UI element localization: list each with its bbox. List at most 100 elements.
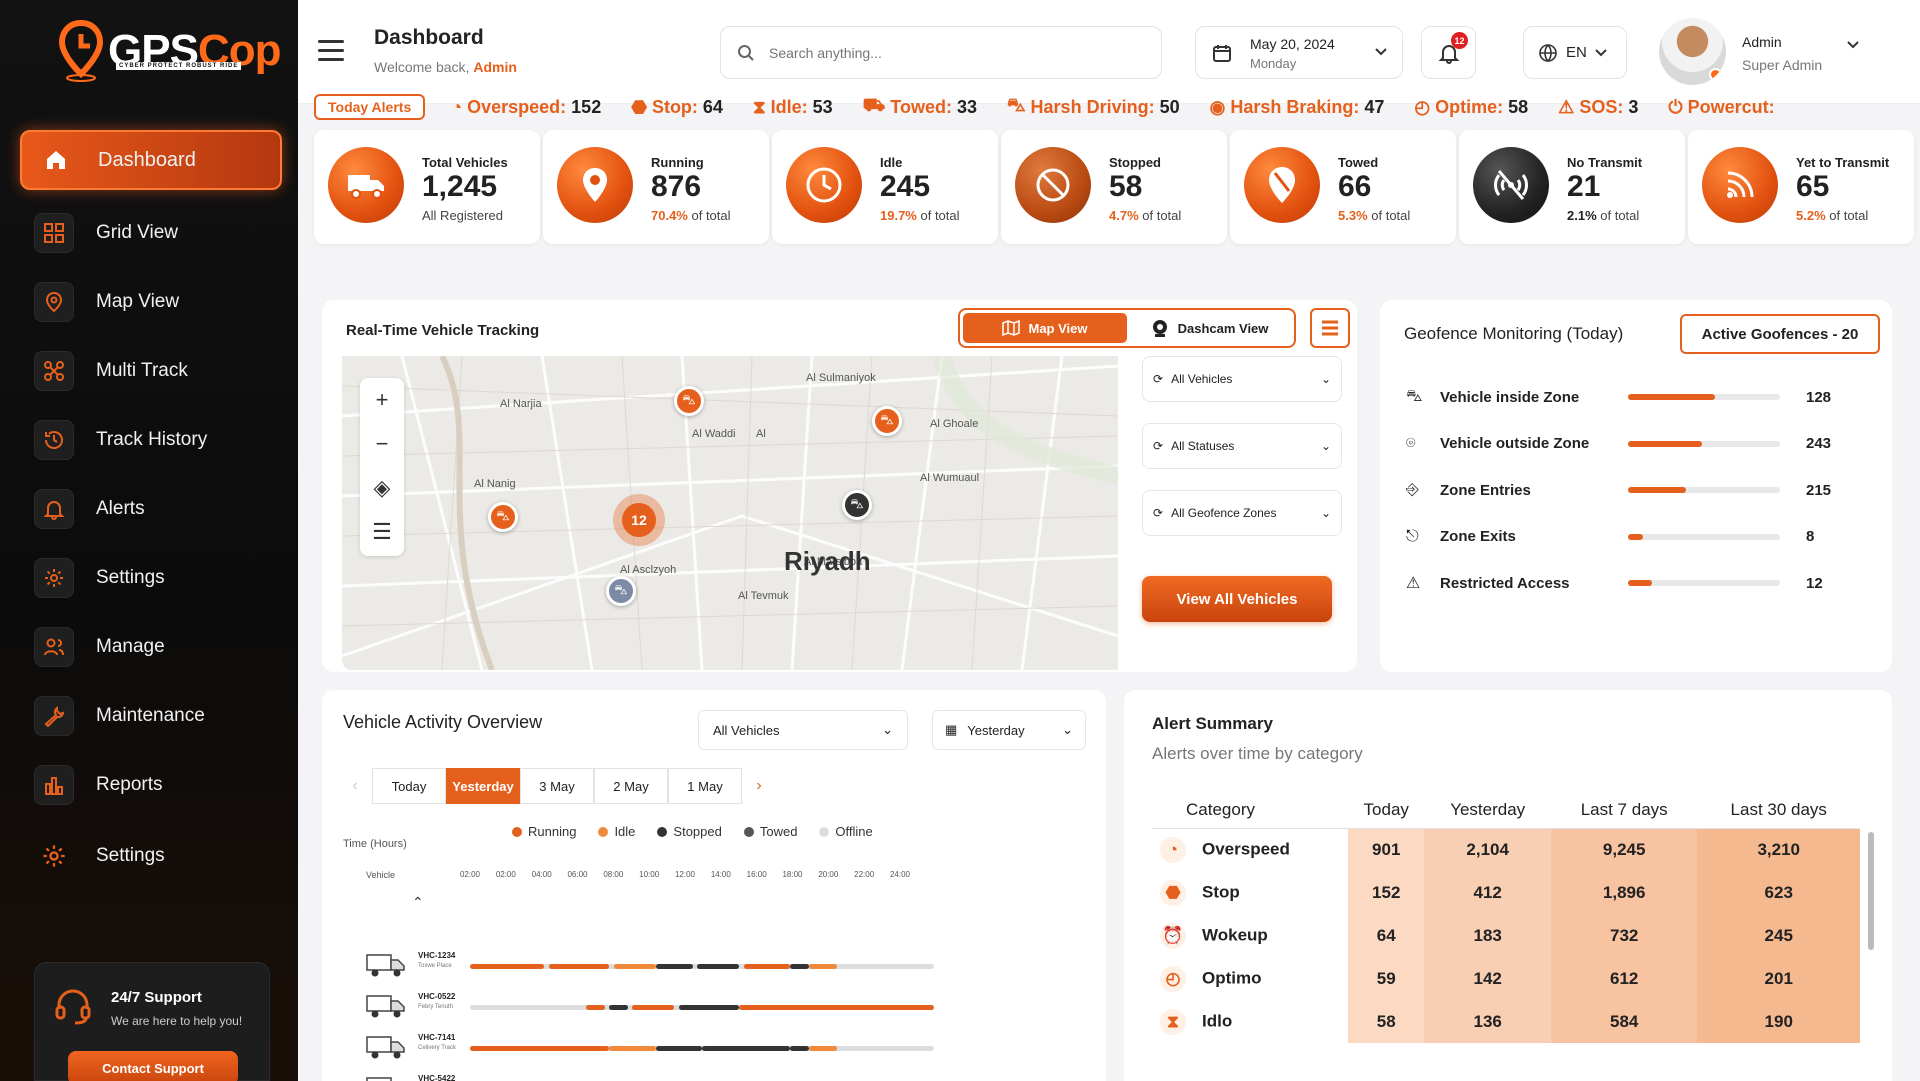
alert-harsh-braking[interactable]: ◉ Harsh Braking: 47 (1210, 97, 1385, 118)
timeline-segment-stopped[interactable] (697, 964, 740, 969)
today-alerts-tab[interactable]: Today Alerts (314, 94, 426, 120)
alert-optime[interactable]: ◴ Optime: 58 (1414, 97, 1528, 118)
sidebar-item-reports[interactable]: Reports (20, 750, 282, 819)
search-box[interactable] (720, 26, 1162, 79)
layers-icon[interactable]: ☰ (372, 519, 392, 544)
table-row[interactable]: ⏰ Wokeup 64 183 732 245 (1152, 914, 1860, 957)
table-row[interactable]: ⧗ Idlo 58 136 584 190 (1152, 1000, 1860, 1043)
vehicle-marker[interactable]: ⛍ (872, 406, 902, 436)
search-input[interactable] (769, 44, 1129, 61)
collapse-icon[interactable]: ⌃ (412, 894, 424, 910)
sidebar-item-settings[interactable]: Settings (20, 543, 282, 612)
day-tab[interactable]: Yesterday (446, 768, 520, 804)
timeline-segment-running[interactable] (548, 964, 610, 969)
contact-support-button[interactable]: Contact Support (68, 1051, 238, 1081)
user-menu-chevron-icon[interactable] (1846, 40, 1860, 50)
avatar[interactable] (1659, 18, 1726, 85)
activity-vehicle-select[interactable]: All Vehicles ⌄ (698, 710, 908, 750)
timeline-segment-stopped[interactable] (702, 1046, 791, 1051)
vehicle-timeline-row[interactable]: VHC-7141 Celivery Track (366, 1027, 934, 1065)
alert-overspeed[interactable]: ◔ Overspeed: 152 (451, 97, 601, 118)
alert-idle[interactable]: ⧗ Idle: 53 (753, 97, 833, 118)
notifications-button[interactable]: 12 (1421, 26, 1476, 79)
filter-geofence-select[interactable]: ⟳ All Geofence Zones ⌄ (1142, 490, 1342, 536)
stat-card-no-transmit[interactable]: No Transmit 21 2.1% of total (1459, 130, 1685, 244)
sidebar-item-map-view[interactable]: Map View (20, 267, 282, 336)
stat-card-idle[interactable]: Idle 245 19.7% of total (772, 130, 998, 244)
sidebar-item-multi-track[interactable]: Multi Track (20, 336, 282, 405)
timeline-segment-idle[interactable] (808, 1046, 837, 1051)
table-row[interactable]: ◴ Optimo 59 142 612 201 (1152, 957, 1860, 1000)
locate-icon[interactable]: ◈ (373, 475, 391, 500)
timeline-segment-running[interactable] (470, 1046, 610, 1051)
day-tab[interactable]: 3 May (520, 768, 594, 804)
date-picker[interactable]: May 20, 2024 Monday (1195, 26, 1403, 79)
filter-vehicles-select[interactable]: ⟳ All Vehicles ⌄ (1142, 356, 1342, 402)
timeline-segment-running[interactable] (632, 1005, 675, 1010)
column-header[interactable]: Today (1363, 799, 1409, 819)
table-row[interactable]: ⬣ Stop 152 412 1,896 623 (1152, 871, 1860, 914)
sidebar-item-alerts[interactable]: Alerts (20, 474, 282, 543)
column-header[interactable]: Last 30 days (1730, 799, 1827, 819)
column-header[interactable]: Yesterday (1450, 799, 1526, 819)
table-row[interactable]: ◔ Overspeed 901 2,104 9,245 3,210 (1152, 828, 1860, 871)
vehicle-marker[interactable]: ⛍ (674, 386, 704, 416)
sidebar-item-manage[interactable]: Manage (20, 612, 282, 681)
stat-card-towed[interactable]: Towed 66 5.3% of total (1230, 130, 1456, 244)
stat-card-total-vehicles[interactable]: Total Vehicles 1,245 All Registered (314, 130, 540, 244)
language-select[interactable]: EN (1523, 26, 1627, 79)
sidebar-item-settings-2[interactable]: Settings (20, 821, 282, 890)
timeline-segment-running[interactable] (739, 1005, 934, 1010)
vehicle-marker[interactable]: ⛍ (488, 502, 518, 532)
brand-logo[interactable]: GPSCop (58, 20, 281, 82)
timeline-segment-stopped[interactable] (678, 1005, 740, 1010)
list-view-icon[interactable] (1310, 308, 1350, 348)
vehicle-timeline-row[interactable]: VHC-0522 Febry Teriuth (366, 986, 934, 1024)
timeline-segment-running[interactable] (743, 964, 791, 969)
day-tab[interactable]: 2 May (594, 768, 668, 804)
timeline-segment-idle[interactable] (808, 964, 837, 969)
sidebar-item-dashboard[interactable]: Dashboard (20, 130, 282, 190)
column-header[interactable]: Category (1186, 799, 1255, 819)
stat-card-yet-to-transmit[interactable]: Yet to Transmit 65 5.2% of total (1688, 130, 1914, 244)
timeline-segment-idle[interactable] (613, 964, 656, 969)
alert-towed[interactable]: ⛟ Towed: 33 (863, 95, 977, 119)
vehicle-timeline-row[interactable]: VHC-1234 Toxwe Place (366, 945, 934, 983)
day-tab[interactable]: 1 May (668, 768, 742, 804)
vehicle-cluster-marker[interactable]: 12 (613, 494, 665, 546)
timeline-segment-running[interactable] (586, 1005, 605, 1010)
vehicle-timeline-row[interactable]: VHC-5422 (366, 1068, 926, 1081)
stat-card-running[interactable]: Running 876 70.4% of total (543, 130, 769, 244)
timeline-segment-stopped[interactable] (655, 1046, 702, 1051)
scrollbar[interactable] (1868, 832, 1874, 950)
alert-powercut[interactable]: ⏻ Powercut: (1668, 97, 1779, 118)
chevron-left-icon[interactable]: ‹ (352, 777, 358, 794)
zoom-in-button[interactable]: + (375, 387, 389, 412)
activity-date-select[interactable]: ▦ Yesterday ⌄ (932, 710, 1086, 750)
hamburger-menu-icon[interactable] (318, 40, 344, 62)
chevron-right-icon[interactable]: › (756, 777, 762, 794)
timeline-segment-stopped[interactable] (790, 1046, 809, 1051)
filter-statuses-select[interactable]: ⟳ All Statuses ⌄ (1142, 423, 1342, 469)
stat-card-stopped[interactable]: Stopped 58 4.7% of total (1001, 130, 1227, 244)
vehicle-marker[interactable]: ⛍ (842, 490, 872, 520)
tab-map-view[interactable]: Map View (963, 313, 1127, 343)
tab-dashcam-view[interactable]: Dashcam View (1127, 313, 1291, 343)
column-header[interactable]: Last 7 days (1580, 799, 1668, 819)
alert-harsh-driving[interactable]: ⛍ Harsh Driving: 50 (1007, 95, 1180, 119)
timeline-segment-stopped[interactable] (609, 1005, 628, 1010)
sidebar-item-track-history[interactable]: Track History (20, 405, 282, 474)
alert-stop[interactable]: ⬣ Stop: 64 (631, 97, 723, 118)
timeline-segment-running[interactable] (470, 964, 545, 969)
vehicle-map[interactable]: + − ◈ ☰ Al Narjia Al Sulmaniyok Al Waddi… (342, 356, 1118, 670)
sidebar-item-maintenance[interactable]: Maintenance (20, 681, 282, 750)
timeline-segment-idle[interactable] (609, 1046, 656, 1051)
timeline-segment-stopped[interactable] (655, 964, 693, 969)
view-all-vehicles-button[interactable]: View All Vehicles (1142, 576, 1332, 622)
active-geofences-button[interactable]: Active Goofences - 20 (1680, 314, 1880, 354)
alert-sos[interactable]: ⚠ SOS: 3 (1558, 97, 1638, 118)
sidebar-item-grid-view[interactable]: Grid View (20, 198, 282, 267)
timeline-segment-stopped[interactable] (790, 964, 809, 969)
vehicle-marker[interactable]: ⛍ (606, 576, 636, 606)
zoom-out-button[interactable]: − (375, 431, 389, 456)
